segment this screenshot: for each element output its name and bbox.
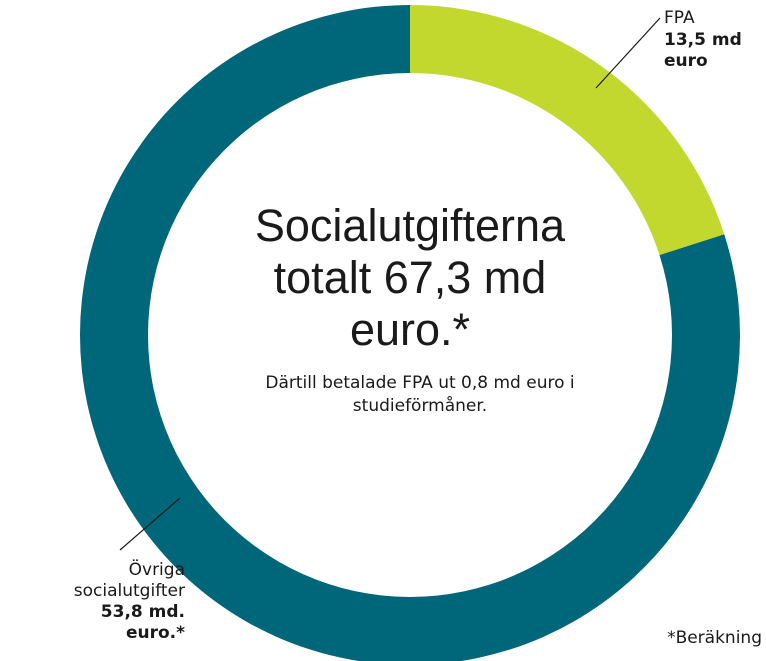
footnote: *Beräkning [667, 628, 762, 648]
value-label: 13,5 md euro [664, 30, 742, 71]
slice-label: Övriga socialutgifter [73, 560, 185, 601]
slice-label: FPA [664, 8, 695, 28]
value-label: 53,8 md. euro.* [100, 602, 185, 643]
donut-slice [410, 5, 725, 255]
center-subtitle: Därtill betalade FPA ut 0,8 md euro i st… [265, 373, 575, 416]
center-title: Socialutgifterna totalt 67,3 md euro.* [254, 200, 566, 355]
leader-line [119, 497, 181, 551]
leader-line [595, 17, 661, 89]
